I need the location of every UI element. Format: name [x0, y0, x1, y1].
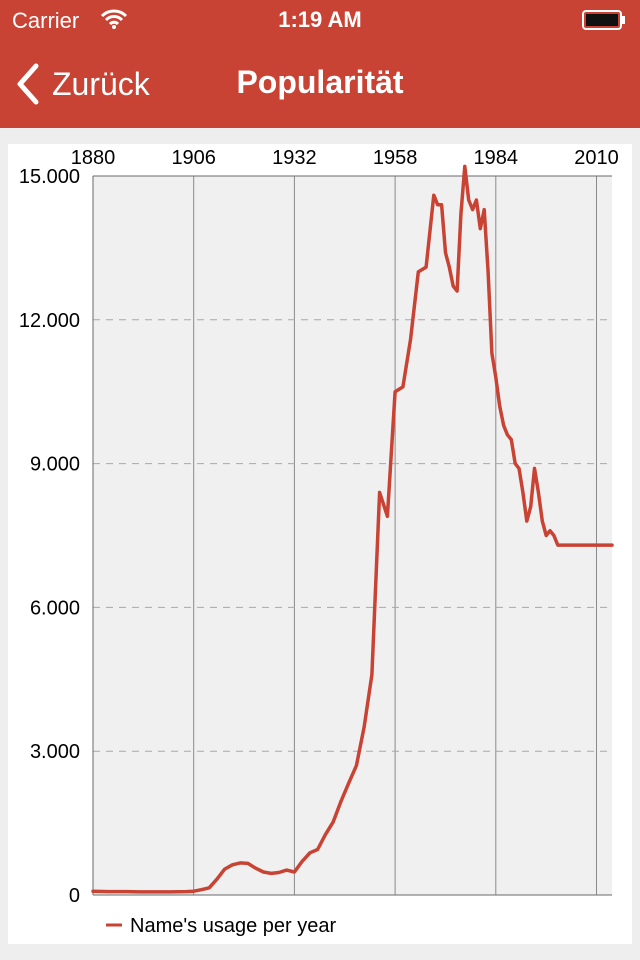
carrier-label: Carrier [12, 8, 80, 33]
page-title: Popularität [0, 64, 640, 101]
popularity-chart: 1880 1906 1932 1958 1984 2010 0 3.000 6.000 9.000… [19, 147, 619, 937]
y-tick-label: 3.000 [30, 741, 80, 763]
navigation-bar: Zurück Popularität [0, 40, 640, 128]
x-tick-label: 1880 [71, 147, 116, 169]
plot-area [93, 176, 612, 895]
back-label: Zurück [52, 65, 150, 102]
chart-card: 1880 1906 1932 1958 1984 2010 0 3.000 6.000 9.000… [8, 144, 632, 944]
status-time: 1:19 AM [278, 7, 362, 32]
y-tick-label: 12.000 [19, 310, 80, 332]
series-line [91, 164, 614, 894]
battery-icon [582, 10, 625, 30]
legend-label: Name's usage per year [130, 915, 336, 937]
status-bar: Carrier 1:19 AM [0, 0, 640, 40]
chevron-left-icon [17, 63, 39, 105]
x-tick-label: 1984 [474, 147, 519, 169]
y-tick-label: 15.000 [19, 166, 80, 188]
page-title-text: Popularität [236, 64, 404, 100]
x-tick-label: 1958 [373, 147, 418, 169]
y-tick-label: 0 [69, 885, 80, 907]
y-tick-label: 9.000 [30, 454, 80, 476]
x-tick-label: 2010 [574, 147, 619, 169]
x-tick-label: 1932 [272, 147, 317, 169]
y-tick-label: 6.000 [30, 597, 80, 619]
x-tick-label: 1906 [171, 147, 216, 169]
back-button[interactable]: Zurück [14, 62, 150, 106]
wifi-icon [100, 9, 128, 29]
